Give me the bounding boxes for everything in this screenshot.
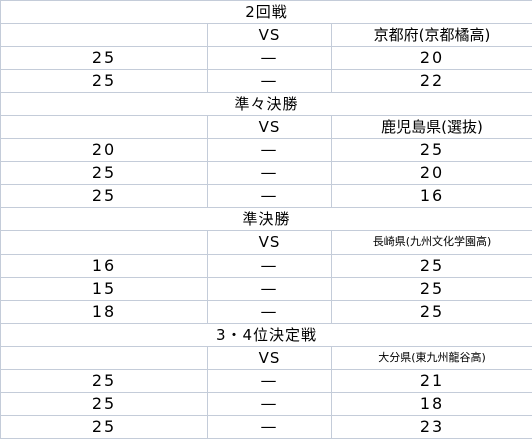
opponent-name: 鹿児島県(選抜) xyxy=(331,115,532,140)
opponent-score: 25 xyxy=(331,276,532,301)
round-title: 準々決勝 xyxy=(0,92,532,117)
score-dash: — xyxy=(207,391,332,416)
opponent-score: 25 xyxy=(331,138,532,163)
score-dash: — xyxy=(207,414,332,439)
round-header-row: VS 大分県(東九州龍谷高) xyxy=(0,345,532,370)
set-score-row: 25—18 xyxy=(0,391,532,416)
home-score: 25 xyxy=(0,391,208,416)
score-dash: — xyxy=(207,161,332,186)
score-dash: — xyxy=(207,138,332,163)
set-score-row: 20—25 xyxy=(0,138,532,163)
vs-label: VS xyxy=(207,23,332,48)
score-dash: — xyxy=(207,276,332,301)
home-score: 16 xyxy=(0,253,208,278)
set-score-row: 25—21 xyxy=(0,368,532,393)
score-dash: — xyxy=(207,368,332,393)
round-header-row: VS 長崎県(九州文化学園高) xyxy=(0,230,532,255)
set-score-row: 18—25 xyxy=(0,299,532,324)
set-score-row: 16—25 xyxy=(0,253,532,278)
home-score: 25 xyxy=(0,69,208,94)
opponent-score: 25 xyxy=(331,299,532,324)
set-score-row: 25—23 xyxy=(0,414,532,439)
home-score: 25 xyxy=(0,161,208,186)
home-team-cell xyxy=(0,230,208,255)
opponent-score: 18 xyxy=(331,391,532,416)
round-title-row: 2回戦 xyxy=(0,0,532,25)
opponent-name: 長崎県(九州文化学園高) xyxy=(331,230,532,255)
round-header-row: VS 鹿児島県(選抜) xyxy=(0,115,532,140)
round-title: 3・4位決定戦 xyxy=(0,322,532,347)
opponent-name: 大分県(東九州龍谷高) xyxy=(331,345,532,370)
opponent-score: 21 xyxy=(331,368,532,393)
set-score-row: 25—22 xyxy=(0,69,532,94)
round-title-row: 準決勝 xyxy=(0,207,532,232)
home-team-cell xyxy=(0,115,208,140)
home-score: 18 xyxy=(0,299,208,324)
round-title-row: 準々決勝 xyxy=(0,92,532,117)
vs-label: VS xyxy=(207,230,332,255)
home-score: 20 xyxy=(0,138,208,163)
vs-label: VS xyxy=(207,115,332,140)
home-score: 25 xyxy=(0,46,208,71)
opponent-score: 20 xyxy=(331,46,532,71)
score-dash: — xyxy=(207,46,332,71)
set-score-row: 25—20 xyxy=(0,161,532,186)
home-team-cell xyxy=(0,345,208,370)
opponent-score: 22 xyxy=(331,69,532,94)
round-title: 2回戦 xyxy=(0,0,532,25)
set-score-row: 25—20 xyxy=(0,46,532,71)
home-score: 25 xyxy=(0,184,208,209)
score-dash: — xyxy=(207,299,332,324)
round-title: 準決勝 xyxy=(0,207,532,232)
vs-label: VS xyxy=(207,345,332,370)
home-score: 15 xyxy=(0,276,208,301)
opponent-name: 京都府(京都橘高) xyxy=(331,23,532,48)
round-header-row: VS 京都府(京都橘高) xyxy=(0,23,532,48)
opponent-score: 25 xyxy=(331,253,532,278)
opponent-score: 23 xyxy=(331,414,532,439)
set-score-row: 25—16 xyxy=(0,184,532,209)
home-score: 25 xyxy=(0,368,208,393)
set-score-row: 15—25 xyxy=(0,276,532,301)
score-dash: — xyxy=(207,69,332,94)
home-team-cell xyxy=(0,23,208,48)
score-dash: — xyxy=(207,184,332,209)
opponent-score: 20 xyxy=(331,161,532,186)
score-dash: — xyxy=(207,253,332,278)
opponent-score: 16 xyxy=(331,184,532,209)
home-score: 25 xyxy=(0,414,208,439)
round-title-row: 3・4位決定戦 xyxy=(0,322,532,347)
